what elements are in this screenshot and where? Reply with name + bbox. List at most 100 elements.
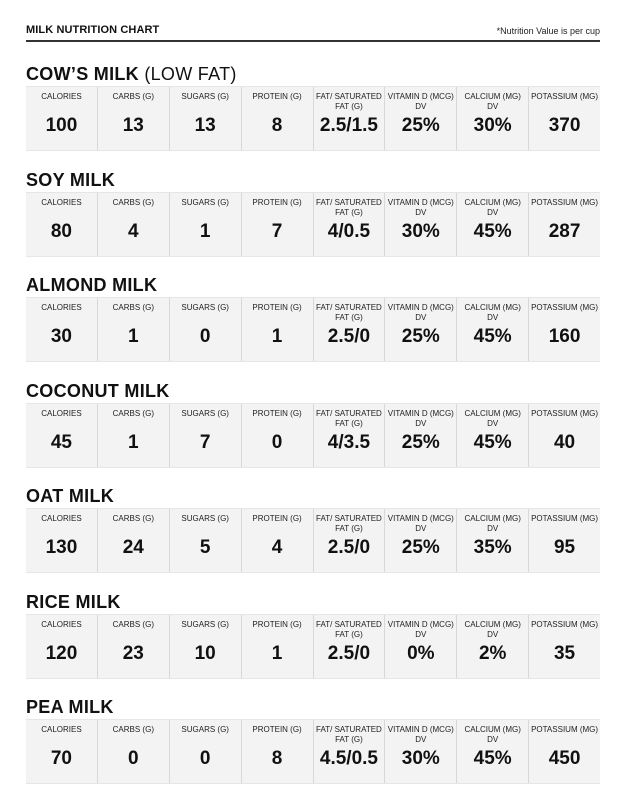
nutrition-value: 8 [271, 115, 283, 136]
nutrition-cell: FAT/ SATURATED FAT (G) 4/0.5 [314, 193, 386, 256]
column-header: CALORIES [41, 725, 82, 734]
nutrition-cell: CALCIUM (MG) DV 2% [457, 615, 530, 678]
column-header: CALCIUM (MG) DV [464, 725, 521, 744]
nutrition-cell: SUGARS (G) 0 [170, 720, 242, 783]
milk-section: ALMOND MILK CALORIES 30 CARBS (G) 1 SUGARS (G… [26, 273, 600, 362]
milk-name: SOY MILK [26, 170, 116, 190]
nutrition-value: 0 [199, 326, 211, 347]
nutrition-value: 7 [271, 221, 283, 242]
column-header: PROTEIN (G) [252, 303, 302, 312]
nutrition-cell: CARBS (G) 1 [98, 404, 170, 467]
nutrition-cell: SUGARS (G) 10 [170, 615, 242, 678]
nutrition-value: 1 [128, 326, 139, 347]
nutrition-value: 7 [199, 432, 211, 453]
column-header: SUGARS (G) [181, 92, 229, 101]
nutrition-cell: CARBS (G) 4 [98, 193, 170, 256]
nutrition-value: 370 [548, 115, 581, 136]
column-header: CALCIUM (MG) DV [464, 303, 521, 322]
milk-name: COCONUT MILK [26, 381, 170, 401]
nutrition-value: 40 [553, 432, 576, 453]
nutrition-cell: FAT/ SATURATED FAT (G) 2.5/1.5 [314, 87, 386, 150]
milk-name-heading: OAT MILK [26, 484, 600, 508]
nutrition-cell: CALCIUM (MG) DV 35% [457, 509, 530, 572]
column-header: POTASSIUM (MG) [531, 409, 599, 418]
nutrition-value: 13 [122, 115, 144, 136]
column-header: POTASSIUM (MG) [531, 725, 599, 734]
nutrition-table: CALORIES 80 CARBS (G) 4 SUGARS (G) 1 PROTEIN (… [26, 192, 600, 257]
nutrition-cell: VITAMIN D (MCG) DV 25% [385, 404, 458, 467]
nutrition-value: 10 [194, 643, 216, 664]
nutrition-value: 2.5/1.5 [319, 115, 378, 136]
nutrition-value: 23 [122, 643, 144, 664]
column-header: POTASSIUM (MG) [531, 514, 599, 523]
column-header: FAT/ SATURATED FAT (G) [316, 198, 382, 217]
column-header: VITAMIN D (MCG) DV [387, 514, 454, 533]
nutrition-cell: PROTEIN (G) 7 [242, 193, 314, 256]
column-header: FAT/ SATURATED FAT (G) [316, 725, 382, 744]
nutrition-cell: POTASSIUM (MG) 160 [529, 298, 600, 361]
nutrition-cell: POTASSIUM (MG) 40 [529, 404, 600, 467]
serving-note: *Nutrition Value is per cup [496, 26, 600, 36]
column-header: CARBS (G) [112, 620, 154, 629]
document-title: MILK NUTRITION CHART [26, 24, 160, 36]
column-header: CARBS (G) [112, 514, 154, 523]
nutrition-cell: VITAMIN D (MCG) DV 25% [385, 509, 458, 572]
nutrition-value: 120 [45, 643, 78, 664]
milk-name-heading: SOY MILK [26, 168, 600, 192]
nutrition-value: 45% [473, 748, 512, 769]
nutrition-cell: VITAMIN D (MCG) DV 25% [385, 87, 458, 150]
nutrition-value: 2.5/0 [327, 643, 371, 664]
nutrition-value: 2.5/0 [327, 537, 371, 558]
nutrition-value: 4 [271, 537, 283, 558]
nutrition-value: 45% [473, 221, 512, 242]
milk-name: COW’S MILK [26, 64, 139, 84]
column-header: CALORIES [41, 198, 82, 207]
column-header: CALCIUM (MG) DV [464, 514, 521, 533]
nutrition-cell: PROTEIN (G) 8 [242, 87, 314, 150]
nutrition-value: 2.5/0 [327, 326, 371, 347]
nutrition-cell: CALORIES 120 [26, 615, 98, 678]
nutrition-cell: SUGARS (G) 0 [170, 298, 242, 361]
column-header: CARBS (G) [112, 303, 154, 312]
column-header: CARBS (G) [112, 198, 154, 207]
column-header: CALORIES [41, 303, 82, 312]
column-header: CALORIES [41, 514, 82, 523]
milk-section: COCONUT MILK CALORIES 45 CARBS (G) 1 SUGARS (… [26, 379, 600, 468]
nutrition-cell: CALORIES 100 [26, 87, 98, 150]
column-header: CALCIUM (MG) DV [464, 409, 521, 428]
nutrition-value: 13 [194, 115, 216, 136]
nutrition-cell: POTASSIUM (MG) 450 [529, 720, 600, 783]
nutrition-value: 0 [199, 748, 211, 769]
column-header: POTASSIUM (MG) [531, 198, 599, 207]
nutrition-cell: CALORIES 130 [26, 509, 98, 572]
nutrition-table: CALORIES 30 CARBS (G) 1 SUGARS (G) 0 PROTEIN (… [26, 297, 600, 362]
nutrition-value: 35 [553, 643, 576, 664]
nutrition-cell: POTASSIUM (MG) 287 [529, 193, 600, 256]
column-header: POTASSIUM (MG) [531, 620, 599, 629]
nutrition-cell: FAT/ SATURATED FAT (G) 2.5/0 [314, 615, 386, 678]
column-header: SUGARS (G) [181, 514, 229, 523]
milk-name: PEA MILK [26, 697, 114, 717]
milk-section: PEA MILK CALORIES 70 CARBS (G) 0 SUGARS (G) 0 P… [26, 695, 600, 784]
column-header: PROTEIN (G) [252, 620, 302, 629]
nutrition-value: 70 [50, 748, 72, 769]
nutrition-value: 30 [50, 326, 72, 347]
nutrition-value: 450 [548, 748, 581, 769]
nutrition-cell: SUGARS (G) 7 [170, 404, 242, 467]
column-header: VITAMIN D (MCG) DV [387, 725, 454, 744]
column-header: PROTEIN (G) [252, 198, 302, 207]
nutrition-cell: PROTEIN (G) 1 [242, 298, 314, 361]
nutrition-cell: FAT/ SATURATED FAT (G) 4.5/0.5 [314, 720, 386, 783]
column-header: POTASSIUM (MG) [531, 303, 599, 312]
milk-section: RICE MILK CALORIES 120 CARBS (G) 23 SUGARS (G… [26, 590, 600, 679]
milk-name-heading: COW’S MILK (LOW FAT) [26, 62, 600, 86]
nutrition-value: 80 [50, 221, 72, 242]
nutrition-table: CALORIES 120 CARBS (G) 23 SUGARS (G) 10 PROTEI… [26, 614, 600, 679]
nutrition-value: 30% [401, 221, 440, 242]
column-header: PROTEIN (G) [252, 725, 302, 734]
nutrition-cell: POTASSIUM (MG) 35 [529, 615, 600, 678]
column-header: SUGARS (G) [181, 725, 229, 734]
nutrition-cell: CARBS (G) 23 [98, 615, 170, 678]
column-header: VITAMIN D (MCG) DV [387, 303, 454, 322]
nutrition-cell: PROTEIN (G) 0 [242, 404, 314, 467]
